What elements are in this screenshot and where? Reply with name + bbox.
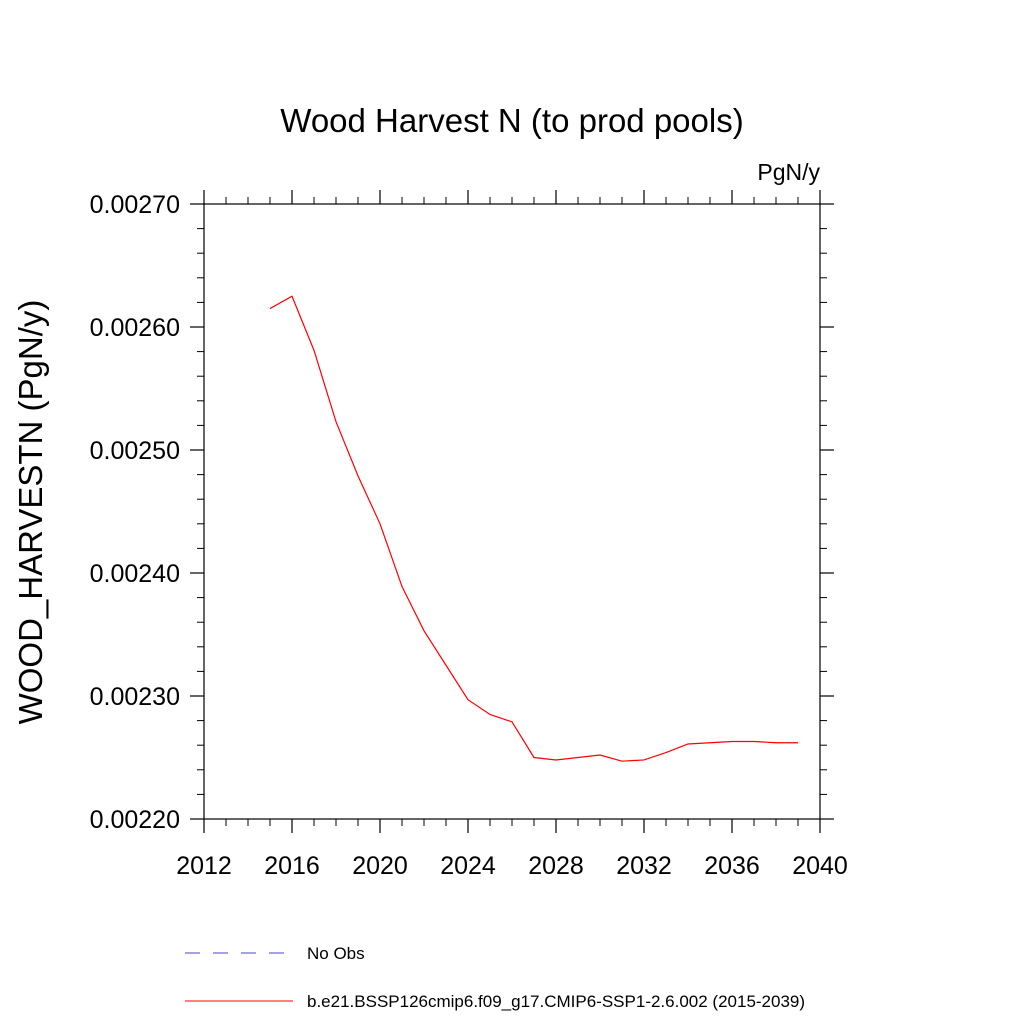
x-tick-label: 2032	[616, 852, 672, 880]
legend-label-model: b.e21.BSSP126cmip6.f09_g17.CMIP6-SSP1-2.…	[307, 992, 805, 1011]
series-layer	[269, 295, 798, 762]
chart-title: Wood Harvest N (to prod pools)	[280, 102, 743, 139]
y-axis: 0.00220 0.00230 0.00240 0.00250 0.00260 0.002…	[90, 191, 834, 834]
x-tick-label: 2016	[264, 852, 320, 880]
y-tick-label: 0.00240	[90, 560, 180, 588]
x-tick-label: 2040	[792, 852, 848, 880]
x-tick-label: 2020	[352, 852, 408, 880]
y-axis-title: WOOD_HARVESTN (PgN/y)	[12, 300, 49, 725]
y-tick-label: 0.00230	[90, 683, 180, 711]
x-tick-label: 2028	[528, 852, 584, 880]
x-tick-label: 2012	[176, 852, 232, 880]
x-tick-label: 2036	[704, 852, 760, 880]
y-tick-label: 0.00250	[90, 437, 180, 465]
x-tick-label: 2024	[440, 852, 496, 880]
legend-label-no-obs: No Obs	[307, 944, 365, 963]
series-line-1	[269, 295, 798, 762]
y-tick-label: 0.00270	[90, 191, 180, 219]
x-axis: 2012 2016 2020 2024 2028 2032 2036 2040	[176, 190, 848, 880]
y-tick-label: 0.00260	[90, 314, 180, 342]
y-tick-label: 0.00220	[90, 806, 180, 834]
units-label: PgN/y	[757, 159, 820, 185]
plot-frame	[203, 203, 821, 820]
legend: No Obs b.e21.BSSP126cmip6.f09_g17.CMIP6-…	[185, 944, 805, 1011]
